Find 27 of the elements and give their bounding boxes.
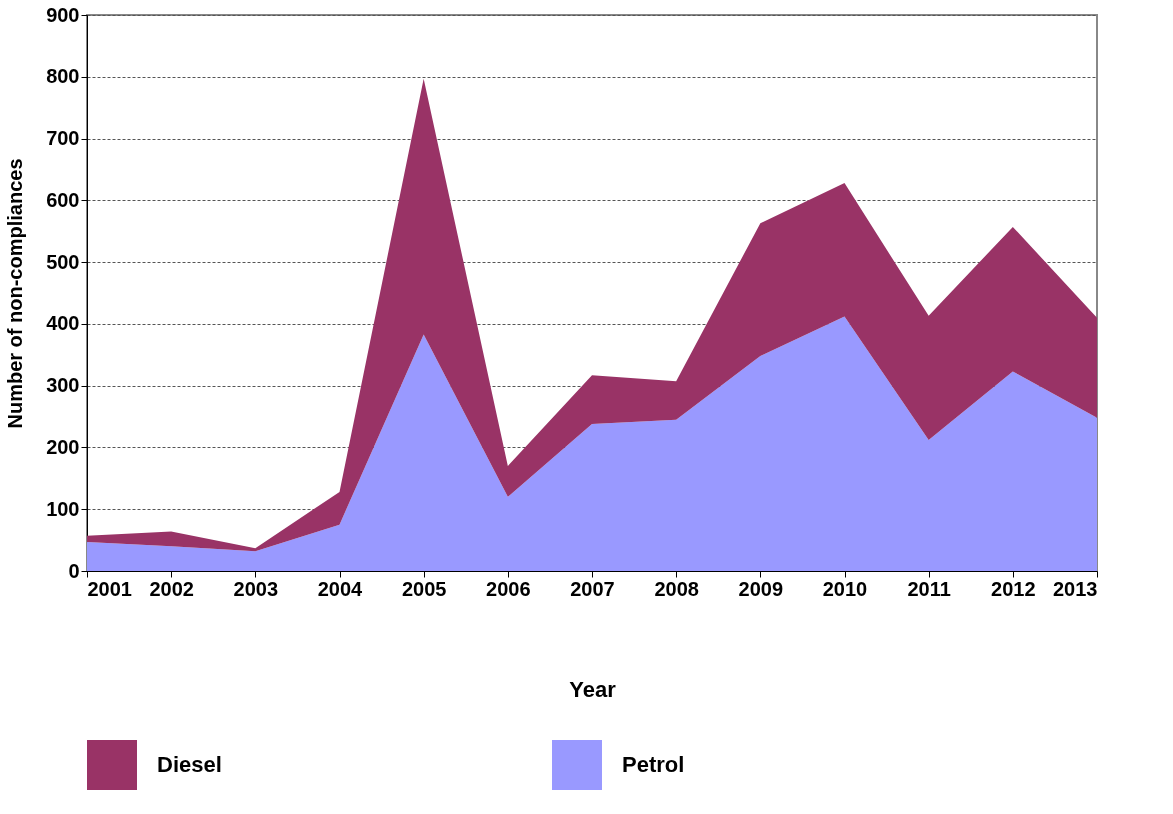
legend-label: Diesel xyxy=(157,752,222,777)
y-tick-label: 600 xyxy=(46,188,80,211)
x-tick-label: 2012 xyxy=(991,577,1036,600)
y-tick-label: 800 xyxy=(46,65,80,88)
y-tick-label: 100 xyxy=(46,497,80,520)
x-tick-label: 2010 xyxy=(822,577,868,600)
y-tick-label: 300 xyxy=(46,374,80,397)
legend-label: Petrol xyxy=(622,752,685,777)
y-tick-label: 200 xyxy=(46,435,80,458)
x-tick-label: 2007 xyxy=(570,577,615,600)
y-tick-label: 500 xyxy=(46,250,80,273)
y-axis-title: Number of non-compliances xyxy=(4,158,27,429)
x-tick-label: 2002 xyxy=(149,577,194,600)
x-tick-label: 2013 xyxy=(1053,577,1098,600)
x-axis-title: Year xyxy=(569,676,617,702)
x-tick-label: 2011 xyxy=(907,577,951,600)
x-tick-label: 2004 xyxy=(317,577,364,600)
y-tick-label: 900 xyxy=(46,3,80,26)
x-tick-label: 2009 xyxy=(738,577,784,600)
x-tick-label: 2001 xyxy=(87,577,132,600)
x-tick-label: 2005 xyxy=(401,577,447,600)
x-tick-label: 2003 xyxy=(233,577,279,600)
y-tick-label: 400 xyxy=(46,312,80,335)
x-tick-label: 2006 xyxy=(486,577,531,600)
x-tick-label: 2008 xyxy=(654,577,699,600)
y-tick-label: 0 xyxy=(68,559,80,582)
y-tick-label: 700 xyxy=(46,127,80,150)
